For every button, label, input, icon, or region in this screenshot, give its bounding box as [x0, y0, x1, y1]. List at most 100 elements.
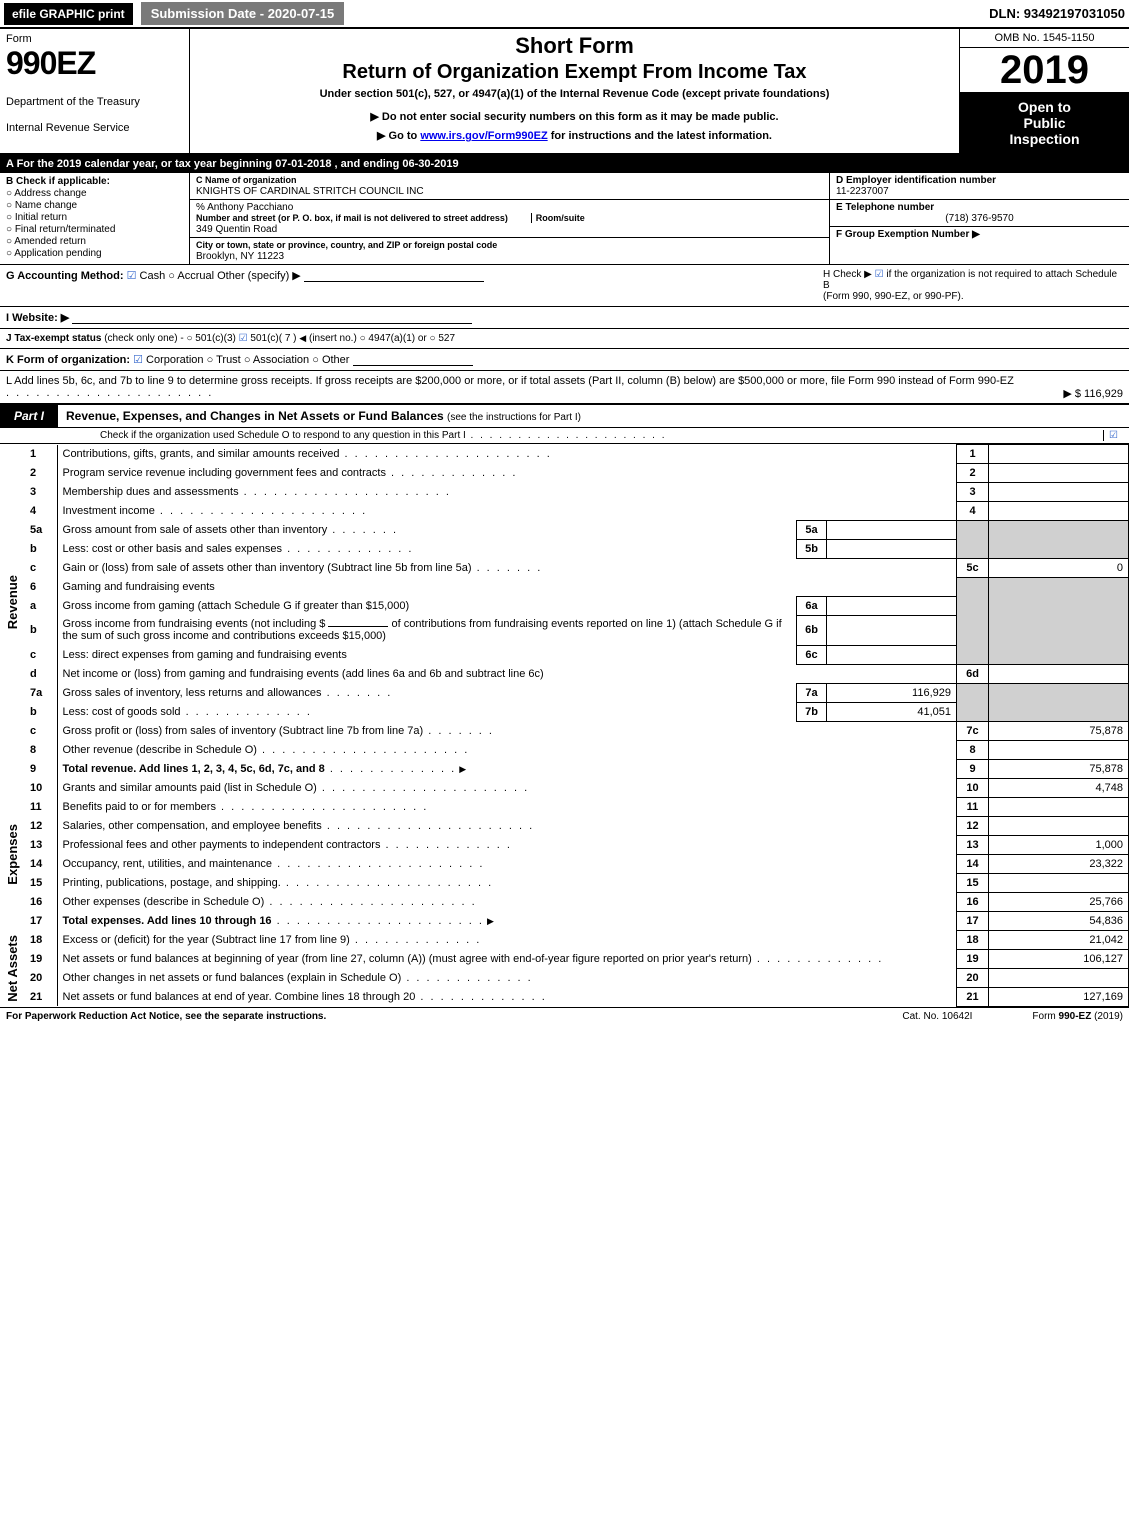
dept-treasury: Department of the Treasury — [6, 96, 183, 108]
line-6c-desc: Less: direct expenses from gaming and fu… — [57, 645, 797, 664]
line-4-rno: 4 — [957, 502, 989, 521]
column-def: D Employer identification number 11-2237… — [829, 173, 1129, 264]
table-row: 16 Other expenses (describe in Schedule … — [0, 892, 1129, 911]
line-18-desc: Excess or (deficit) for the year (Subtra… — [57, 930, 957, 949]
line-5b-ival — [827, 540, 957, 559]
form-label: Form — [6, 33, 183, 45]
table-row: 6 Gaming and fundraising events — [0, 578, 1129, 597]
ein-cell: D Employer identification number 11-2237… — [830, 173, 1129, 200]
line-12-val — [989, 816, 1129, 835]
care-of: % Anthony Pacchiano — [196, 202, 293, 213]
line-11-desc: Benefits paid to or for members — [57, 797, 957, 816]
dept-irs: Internal Revenue Service — [6, 122, 183, 134]
line-7c-rno: 7c — [957, 721, 989, 740]
insert-arrow-icon — [299, 333, 306, 344]
other-org-blank[interactable] — [353, 356, 473, 366]
check-schedule-o[interactable] — [1103, 430, 1123, 441]
line-no: 18 — [25, 930, 57, 949]
side-blank — [0, 759, 25, 778]
line-no: 4 — [25, 502, 57, 521]
goto-line: ▶ Go to www.irs.gov/Form990EZ for instru… — [198, 129, 951, 142]
check-initial-return[interactable]: Initial return — [6, 212, 183, 223]
check-corporation[interactable]: Corporation — [133, 354, 203, 366]
line-15-val — [989, 873, 1129, 892]
part-i-sub: (see the instructions for Part I) — [447, 412, 581, 423]
check-address-change[interactable]: Address change — [6, 188, 183, 199]
line-11-val — [989, 797, 1129, 816]
check-final-return[interactable]: Final return/terminated — [6, 224, 183, 235]
line-6b-blank[interactable] — [328, 626, 388, 627]
net-assets-vert: Net Assets — [5, 935, 20, 1002]
other-blank[interactable] — [304, 272, 484, 282]
line-16-rno: 16 — [957, 892, 989, 911]
room-suite-label: Room/suite — [531, 213, 585, 223]
info-grid: B Check if applicable: Address change Na… — [0, 173, 1129, 265]
line-no: 20 — [25, 968, 57, 987]
check-527[interactable]: 527 — [430, 333, 456, 344]
line-6d-val — [989, 664, 1129, 683]
line-2-rno: 2 — [957, 464, 989, 483]
line-1-rno: 1 — [957, 445, 989, 464]
efile-print[interactable]: efile GRAPHIC print — [4, 3, 133, 25]
part-i-header: Part I Revenue, Expenses, and Changes in… — [0, 404, 1129, 428]
check-4947[interactable]: 4947(a)(1) or — [360, 333, 427, 344]
column-c: C Name of organization KNIGHTS OF CARDIN… — [190, 173, 829, 264]
h-text3: (Form 990, 990-EZ, or 990-PF). — [823, 291, 964, 302]
goto-pre: ▶ Go to — [377, 130, 420, 142]
line-no: c — [25, 645, 57, 664]
short-form-title: Short Form — [198, 33, 951, 59]
line-6d-rno: 6d — [957, 664, 989, 683]
line-no: 6 — [25, 578, 57, 597]
check-name-change[interactable]: Name change — [6, 200, 183, 211]
line-5b-desc: Less: cost or other basis and sales expe… — [57, 540, 797, 559]
website-blank[interactable] — [72, 314, 472, 324]
row-l: L Add lines 5b, 6c, and 7b to line 9 to … — [0, 371, 1129, 404]
line-1-desc: Contributions, gifts, grants, and simila… — [57, 445, 957, 464]
expenses-vert: Expenses — [5, 824, 20, 885]
check-501c3[interactable]: 501(c)(3) — [186, 333, 235, 344]
line-7a-ival: 116,929 — [827, 683, 957, 702]
line-13-desc: Professional fees and other payments to … — [57, 835, 957, 854]
check-cash[interactable]: Cash — [127, 270, 166, 282]
line-no: c — [25, 559, 57, 578]
check-association[interactable]: Association — [244, 354, 309, 366]
ein-label: D Employer identification number — [836, 175, 996, 186]
line-no: 12 — [25, 816, 57, 835]
line-no: 17 — [25, 911, 57, 930]
table-row: 11 Benefits paid to or for members 11 — [0, 797, 1129, 816]
line-6c-ival — [827, 645, 957, 664]
check-accrual[interactable]: Accrual — [168, 270, 214, 282]
column-b-checks: B Check if applicable: Address change Na… — [0, 173, 190, 264]
line-7a-ino: 7a — [797, 683, 827, 702]
line-6a-desc: Gross income from gaming (attach Schedul… — [57, 596, 797, 615]
line-5a-desc: Gross amount from sale of assets other t… — [57, 521, 797, 540]
line-3-val — [989, 483, 1129, 502]
table-row: c Gross profit or (loss) from sales of i… — [0, 721, 1129, 740]
line-no: b — [25, 615, 57, 645]
shade-7 — [957, 683, 989, 721]
line-5a-ival — [827, 521, 957, 540]
line-9-desc: Total revenue. Add lines 1, 2, 3, 4, 5c,… — [57, 759, 957, 778]
line-19-desc: Net assets or fund balances at beginning… — [57, 949, 957, 968]
line-13-val: 1,000 — [989, 835, 1129, 854]
street-label: Number and street (or P. O. box, if mail… — [196, 213, 508, 223]
irs-link[interactable]: www.irs.gov/Form990EZ — [420, 130, 547, 142]
line-no: 16 — [25, 892, 57, 911]
line-3-rno: 3 — [957, 483, 989, 502]
line-no: 14 — [25, 854, 57, 873]
line-7b-desc: Less: cost of goods sold — [57, 702, 797, 721]
check-501c[interactable]: 501(c)( 7 ) — [239, 333, 297, 344]
check-amended-return[interactable]: Amended return — [6, 236, 183, 247]
check-application-pending[interactable]: Application pending — [6, 248, 183, 259]
website-label: I Website: ▶ — [6, 312, 69, 324]
page-footer: For Paperwork Reduction Act Notice, see … — [0, 1007, 1129, 1025]
line-9-val: 75,878 — [989, 759, 1129, 778]
care-of-row: % Anthony Pacchiano Number and street (o… — [190, 200, 829, 238]
line-10-val: 4,748 — [989, 778, 1129, 797]
check-h[interactable] — [875, 269, 887, 280]
check-trust[interactable]: Trust — [207, 354, 241, 366]
row-l-text: L Add lines 5b, 6c, and 7b to line 9 to … — [6, 375, 1014, 387]
row-g: G Accounting Method: Cash Accrual Other … — [6, 269, 484, 302]
check-other-org[interactable]: Other — [312, 354, 349, 366]
line-no: 15 — [25, 873, 57, 892]
